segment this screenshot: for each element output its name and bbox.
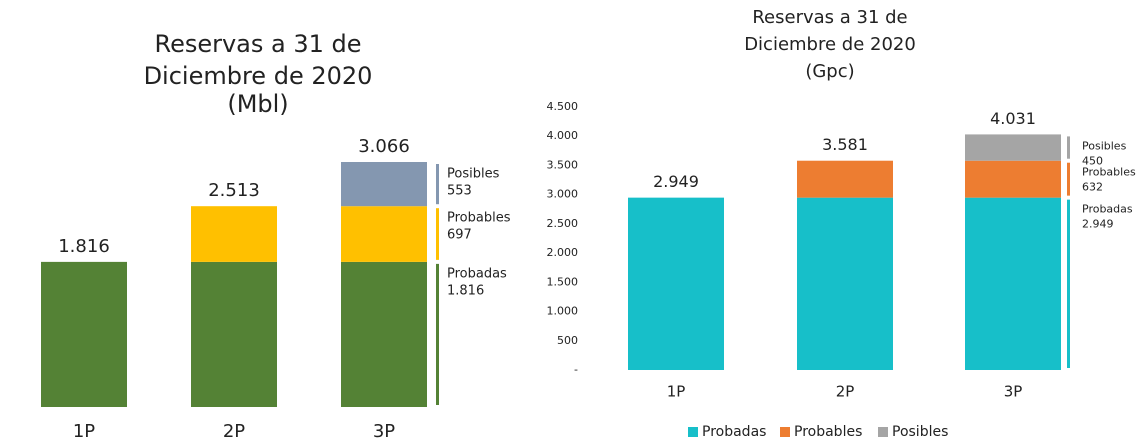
total-label: 1.816 xyxy=(58,236,110,257)
total-label: 2.949 xyxy=(653,172,699,191)
legend-swatch xyxy=(878,427,888,437)
chart-title: Reservas a 31 de xyxy=(154,30,361,58)
bar-segment xyxy=(341,206,427,262)
bar-segment xyxy=(797,197,893,370)
legend-label: Posibles xyxy=(892,424,948,440)
total-label: 2.513 xyxy=(208,180,260,201)
bar-segment xyxy=(965,134,1061,161)
legend-label: Probadas xyxy=(702,424,766,440)
bar-segment xyxy=(965,160,1061,198)
side-marker xyxy=(1067,162,1070,196)
side-marker xyxy=(436,263,439,405)
y-tick-label: 1.000 xyxy=(547,305,579,318)
side-value: 553 xyxy=(447,184,472,199)
x-tick-label: 1P xyxy=(667,383,686,401)
legend-label: Probables xyxy=(794,424,862,440)
total-label: 4.031 xyxy=(990,109,1036,128)
bar-segment xyxy=(797,160,893,198)
y-tick-label: 3.000 xyxy=(547,188,579,201)
bar-segment xyxy=(191,206,277,262)
y-tick-label: 4.500 xyxy=(547,100,579,113)
side-value: 632 xyxy=(1082,181,1103,194)
x-tick-label: 3P xyxy=(1004,383,1023,401)
x-tick-label: 3P xyxy=(373,421,395,440)
chart-title: (Gpc) xyxy=(805,61,854,82)
y-tick-label: 1.500 xyxy=(547,275,579,288)
side-value: 2.949 xyxy=(1082,218,1114,231)
bar-segment xyxy=(628,197,724,370)
side-name: Probables xyxy=(447,211,511,226)
side-name: Probadas xyxy=(447,266,507,281)
x-tick-label: 1P xyxy=(73,421,95,440)
legend-swatch xyxy=(688,427,698,437)
side-marker xyxy=(436,164,439,205)
total-label: 3.066 xyxy=(358,136,410,157)
side-value: 450 xyxy=(1082,154,1103,167)
total-label: 3.581 xyxy=(822,135,868,154)
bar-segment xyxy=(341,162,427,207)
side-marker xyxy=(1067,136,1070,159)
bar-segment xyxy=(965,197,1061,370)
side-name: Probables xyxy=(1082,166,1136,179)
x-tick-label: 2P xyxy=(836,383,855,401)
y-tick-label: 3.500 xyxy=(547,158,579,171)
chart-title: Reservas a 31 de xyxy=(752,7,907,28)
chart-title: (Mbl) xyxy=(227,90,288,118)
y-tick-label: 2.500 xyxy=(547,217,579,230)
side-value: 697 xyxy=(447,228,472,243)
y-tick-label: - xyxy=(574,363,578,376)
bar-segment xyxy=(341,261,427,407)
side-name: Probadas xyxy=(1082,203,1133,216)
y-tick-label: 4.000 xyxy=(547,129,579,142)
legend-swatch xyxy=(780,427,790,437)
y-tick-label: 500 xyxy=(557,334,578,347)
side-value: 1.816 xyxy=(447,283,484,298)
side-marker xyxy=(1067,199,1070,368)
side-name: Posibles xyxy=(1082,139,1127,152)
side-marker xyxy=(436,208,439,260)
side-name: Posibles xyxy=(447,167,500,182)
bar-segment xyxy=(41,261,127,407)
y-tick-label: 2.000 xyxy=(547,246,579,259)
x-tick-label: 2P xyxy=(223,421,245,440)
chart-title: Diciembre de 2020 xyxy=(744,34,916,55)
bar-segment xyxy=(191,261,277,407)
chart-title: Diciembre de 2020 xyxy=(144,62,373,90)
